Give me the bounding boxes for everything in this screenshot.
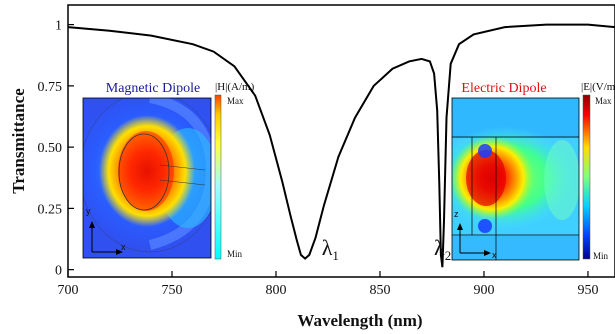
electric-colorbar-min: Min bbox=[593, 251, 609, 261]
y-tick-label: 0.50 bbox=[38, 141, 63, 156]
electric-colorbar-unit: |E|(V/m bbox=[581, 81, 615, 93]
x-tick-label: 850 bbox=[369, 283, 390, 298]
axis-y-label: y bbox=[86, 206, 91, 216]
y-tick-label: 1 bbox=[55, 19, 62, 34]
electric-dipole-inset: Electric Dipole z x |E|(V/m Max Min bbox=[451, 81, 615, 261]
axis-x-label: x bbox=[492, 250, 497, 260]
magnetic-colorbar-min: Min bbox=[227, 249, 243, 259]
y-tick-label: 0 bbox=[55, 264, 62, 279]
resonance-labels: λ1 λ2 bbox=[322, 235, 451, 263]
electric-dipole-title: Electric Dipole bbox=[461, 81, 546, 96]
resonance-label-lambda-2: λ2 bbox=[434, 235, 451, 263]
magnetic-dipole-inset: Magnetic Dipole y x |H|(A/m) Max Min bbox=[82, 81, 255, 260]
y-tick-label: 0.75 bbox=[38, 80, 63, 95]
y-axis-ticks: 0 0.25 0.50 0.75 1 bbox=[38, 19, 74, 279]
x-tick-label: 800 bbox=[265, 283, 286, 298]
electric-field-map bbox=[452, 98, 579, 260]
x-tick-label: 950 bbox=[577, 283, 598, 298]
x-tick-label: 750 bbox=[161, 283, 182, 298]
y-axis-title: Transmittance bbox=[9, 88, 28, 194]
resonance-label-lambda-1: λ1 bbox=[322, 235, 339, 263]
magnetic-dipole-title: Magnetic Dipole bbox=[106, 81, 200, 96]
axis-x-label: x bbox=[121, 242, 126, 252]
magnetic-field-map bbox=[83, 98, 211, 258]
plot-frame bbox=[67, 4, 615, 278]
magnetic-colorbar-max: Max bbox=[227, 96, 244, 106]
magnetic-colorbar-unit: |H|(A/m) bbox=[215, 81, 255, 93]
axis-z-label: z bbox=[454, 209, 459, 219]
x-tick-label: 700 bbox=[58, 283, 79, 298]
x-axis-title: Wavelength (nm) bbox=[297, 311, 422, 330]
transmittance-series-line bbox=[67, 23, 615, 268]
y-tick-label: 0.25 bbox=[38, 202, 63, 217]
magnetic-colorbar bbox=[214, 94, 222, 260]
electric-colorbar-max: Max bbox=[595, 96, 612, 106]
electric-colorbar bbox=[582, 94, 591, 260]
x-axis-ticks: 700 750 800 850 900 950 bbox=[58, 271, 598, 298]
x-tick-label: 900 bbox=[473, 283, 494, 298]
